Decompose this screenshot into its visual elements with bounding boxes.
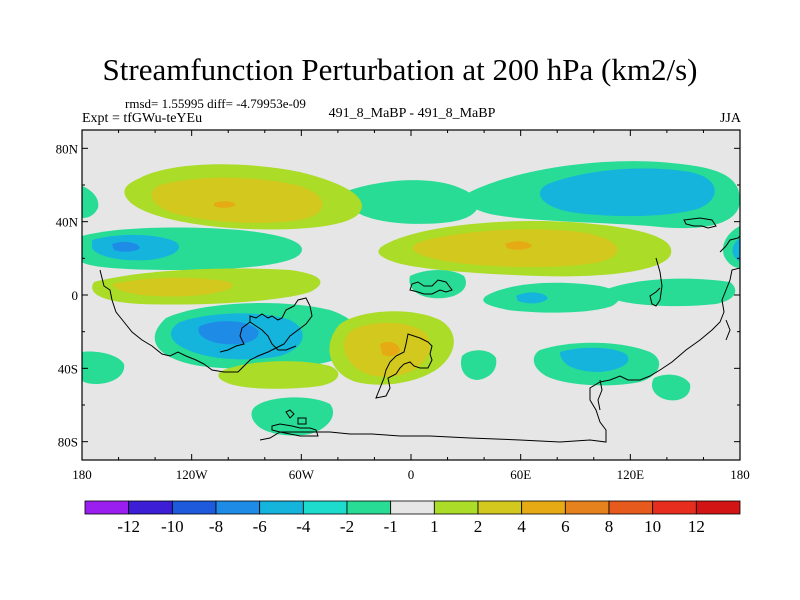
coastline-patagonia (271, 423, 319, 437)
center-subtitle: 491_8_MaBP - 491_8_MaBP (328, 106, 496, 121)
x-tick-label: 180 (72, 467, 92, 482)
coastline-asia-north (683, 217, 717, 229)
contour-yellow-nh-pacific (151, 177, 323, 223)
colorbar-label: -12 (117, 517, 140, 536)
contour-blue-subtrop-west (112, 241, 140, 252)
y-tick-label: 80N (56, 141, 79, 156)
colorbar-label: 1 (430, 517, 439, 536)
stat-subtitle: rmsd= 1.55995 diff= -4.79953e-09 (125, 96, 306, 111)
colorbar-swatch (128, 500, 173, 515)
colorbar-swatch (302, 500, 348, 515)
colorbar-swatch (84, 500, 130, 515)
coastlines (99, 217, 740, 443)
colorbar-swatch (259, 500, 304, 515)
colorbar-label: 8 (605, 517, 614, 536)
colorbar-swatch (652, 500, 697, 515)
coastline-antarctica (259, 267, 740, 443)
colorbar-label: 2 (474, 517, 483, 536)
contour-cyan-east-edge (732, 238, 740, 262)
coastline-east-edge (719, 235, 740, 253)
contour-green-west-edge (82, 186, 99, 218)
experiment-subtitle: Expt = tfGWu-teYEu (82, 111, 203, 126)
x-tick-label: 60E (510, 467, 531, 482)
colorbar-swatch (564, 500, 610, 515)
colorbar-label: -6 (253, 517, 267, 536)
colorbar-label: -4 (296, 517, 311, 536)
colorbar-label: -10 (161, 517, 184, 536)
colorbar-swatch (215, 500, 261, 515)
chart-title: Streamfunction Perturbation at 200 hPa (… (102, 52, 698, 87)
contour-green-sh-west-edge (82, 351, 125, 384)
coastline-south-africa (375, 333, 433, 399)
contour-green-sh-southeast (651, 374, 691, 401)
coastline-small-islands (285, 409, 307, 425)
contour-orange-subtrop-asia (505, 241, 532, 250)
plot-area (82, 130, 740, 460)
contour-cyan-indian-south (560, 347, 629, 372)
y-axis: 80N 40N 0 40S 80S (56, 141, 740, 450)
colorbar-swatch (521, 500, 566, 515)
colorbar-label: -2 (340, 517, 354, 536)
contour-orange-s-atlantic (380, 342, 400, 357)
coastline-andes (249, 321, 297, 351)
contour-cyan-nh-asia (539, 168, 715, 217)
coastline-asia-east (649, 257, 663, 307)
colorbar-swatch (608, 500, 654, 515)
colorbar-swatch (390, 500, 435, 515)
colorbar-label: -1 (384, 517, 398, 536)
colorbar-label: 12 (688, 517, 705, 536)
coastline-africa (409, 279, 453, 295)
contour-green-sh-east (460, 350, 497, 380)
colorbar: -12 -10 -8 -6 -4 -2 -1 1 2 4 6 8 10 12 (84, 500, 741, 536)
contour-yellow-trop-left (112, 277, 233, 297)
coastline-east-pacific (725, 319, 731, 341)
contour-green-indian-eq (483, 282, 620, 313)
contour-green-sh-lower (218, 361, 339, 389)
x-tick-label: 180 (730, 467, 750, 482)
y-tick-label: 80S (58, 435, 78, 450)
x-tick-label: 0 (408, 467, 415, 482)
x-tick-label: 120E (617, 467, 645, 482)
colorbar-swatch (695, 500, 741, 515)
y-tick-label: 40S (58, 361, 78, 376)
contour-orange-nh-pacific (214, 201, 236, 208)
y-tick-label: 40N (56, 215, 79, 230)
contour-cyan-indian-eq (516, 292, 548, 304)
colorbar-label: 10 (644, 517, 661, 536)
x-axis: 180 120W 60W 0 60E 120E 180 (72, 130, 750, 482)
colorbar-label: 6 (561, 517, 570, 536)
x-tick-label: 60W (289, 467, 315, 482)
colorbar-label: 4 (517, 517, 526, 536)
coastline-south-america (99, 269, 313, 373)
colorbar-swatch (433, 500, 479, 515)
coastline-sh-southeast (597, 379, 603, 411)
colorbar-swatch (477, 500, 523, 515)
colorbar-swatch (171, 500, 217, 515)
y-tick-label: 0 (72, 288, 79, 303)
contour-green-nh-atlantic (343, 180, 479, 224)
contour-green-africa (409, 270, 466, 299)
contour-green-west-pac-eq (604, 278, 736, 307)
colorbar-label: -8 (209, 517, 223, 536)
season-subtitle: JJA (719, 111, 741, 126)
x-tick-label: 120W (176, 467, 209, 482)
colorbar-swatch (346, 500, 392, 515)
